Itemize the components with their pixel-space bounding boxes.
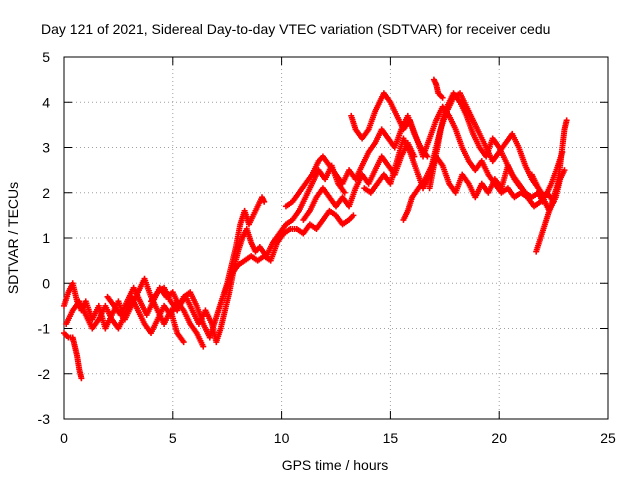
grid-lines	[64, 57, 608, 419]
y-tick-label: -2	[38, 366, 51, 382]
y-tick-label: 5	[42, 49, 50, 65]
x-tick-label: 10	[274, 430, 290, 446]
y-tick-label: 2	[42, 185, 50, 201]
y-tick-label: 3	[42, 140, 50, 156]
plot-border	[63, 56, 609, 420]
y-axis-title: SDTVAR / TECUs	[5, 182, 21, 294]
y-tick-label: 4	[42, 94, 50, 110]
x-axis-title: GPS time / hours	[282, 457, 389, 473]
data-point	[341, 189, 348, 196]
data-point	[180, 339, 187, 346]
data-point	[200, 343, 207, 350]
y-tick-label: -1	[38, 321, 51, 337]
y-tick-label: -3	[38, 411, 51, 427]
data-points	[61, 76, 570, 382]
y-tick-labels: -3 -2 -1 0 1 2 3 4 5	[38, 49, 51, 427]
data-point	[350, 212, 357, 219]
x-tick-label: 20	[491, 430, 507, 446]
chart-title: Day 121 of 2021, Sidereal Day-to-day VTE…	[41, 21, 550, 37]
axes	[63, 56, 609, 420]
data-point	[561, 167, 568, 174]
y-tick-label: 0	[42, 275, 50, 291]
data-point	[563, 117, 570, 124]
x-tick-label: 0	[60, 430, 68, 446]
x-tick-label: 15	[383, 430, 399, 446]
x-tick-label: 5	[169, 430, 177, 446]
y-tick-label: 1	[42, 230, 50, 246]
x-tick-labels: 0 5 10 15 20 25	[60, 430, 616, 446]
data-point	[439, 94, 446, 101]
data-point	[261, 198, 268, 205]
data-point	[78, 375, 85, 382]
x-tick-label: 25	[600, 430, 616, 446]
